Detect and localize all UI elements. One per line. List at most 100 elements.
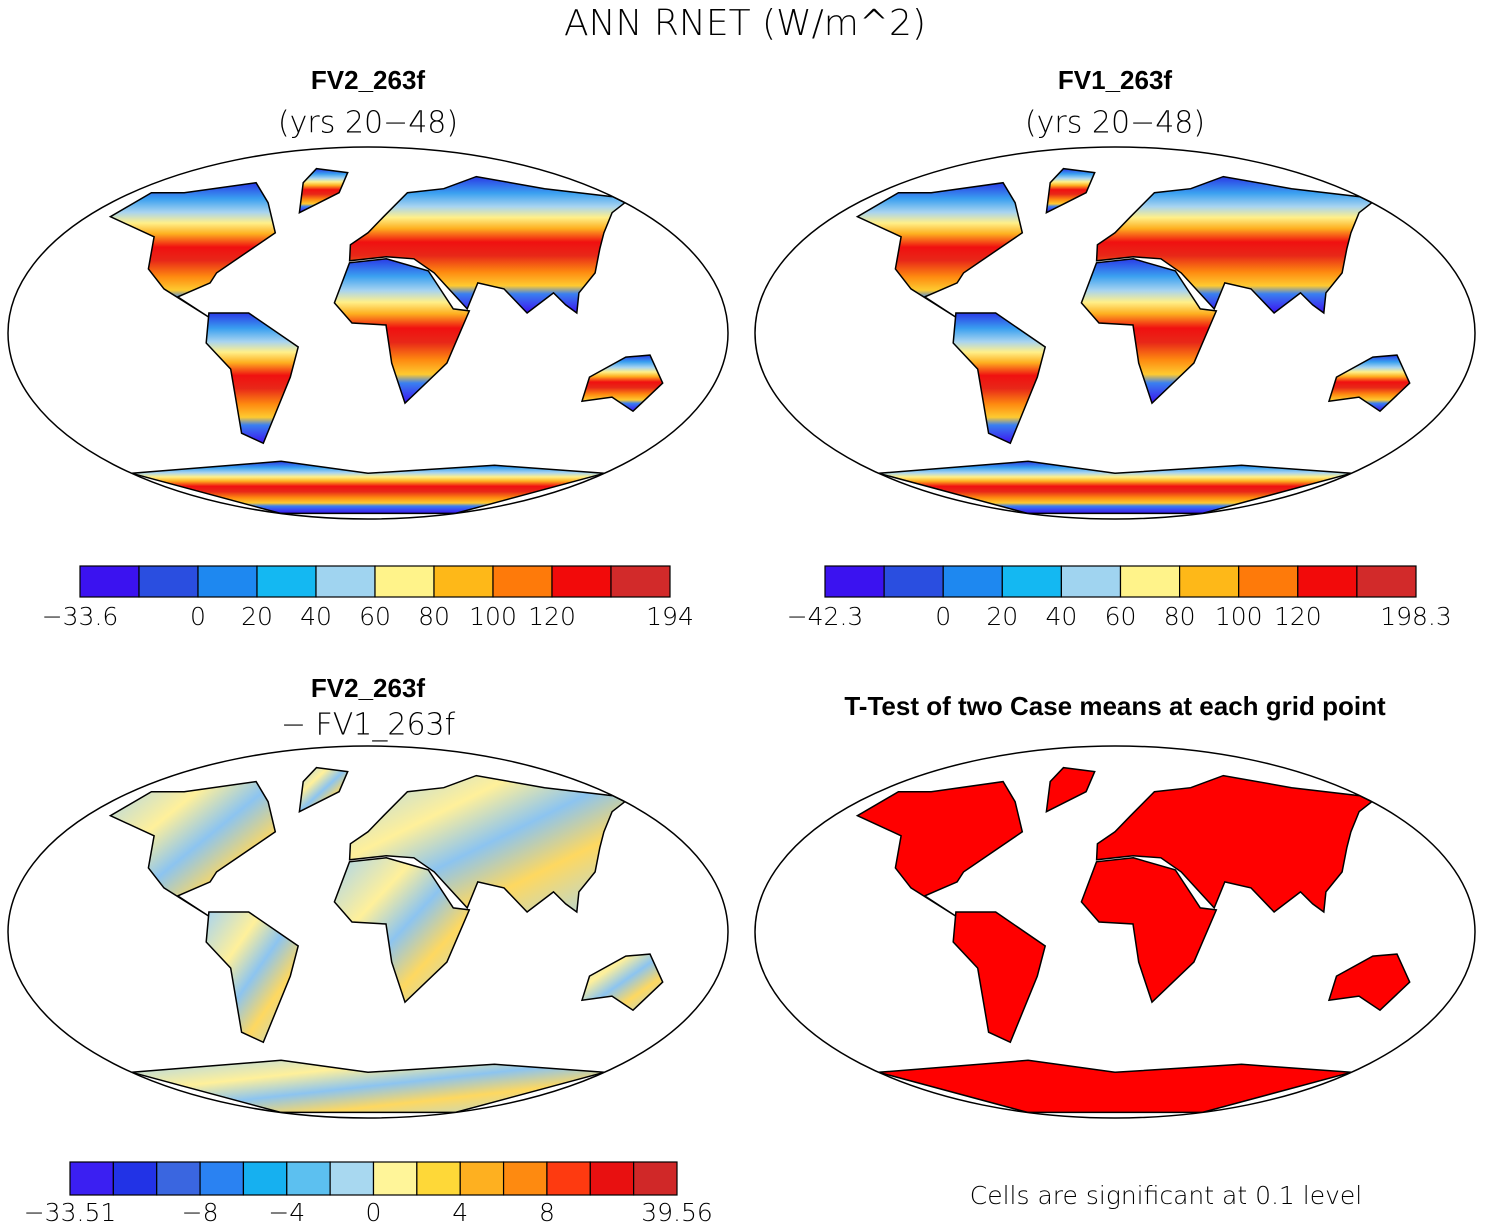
map-outline bbox=[7, 146, 729, 520]
colorbar-box bbox=[589, 1161, 635, 1196]
colorbar-box bbox=[242, 1161, 288, 1196]
land bbox=[1327, 354, 1411, 413]
land bbox=[205, 312, 300, 445]
land bbox=[952, 911, 1047, 1044]
figure-title: ANN RNET (W/m^2) bbox=[564, 3, 926, 44]
colorbar-box bbox=[197, 565, 258, 598]
colorbar-label: 100 bbox=[1215, 602, 1263, 631]
land bbox=[333, 258, 471, 405]
colorbar-label: 0 bbox=[190, 602, 206, 631]
colorbar-box bbox=[459, 1161, 505, 1196]
land bbox=[580, 953, 664, 1012]
colorbar-label: 20 bbox=[986, 602, 1018, 631]
land bbox=[348, 175, 627, 315]
land bbox=[878, 1059, 1352, 1114]
colorbar-label: 80 bbox=[418, 602, 450, 631]
land bbox=[1045, 167, 1096, 215]
panel-subtitle: − FV1_263f bbox=[281, 708, 456, 743]
colorbar-label: 20 bbox=[241, 602, 273, 631]
colorbar-box bbox=[492, 565, 553, 598]
land bbox=[878, 460, 1352, 515]
colorbar-box bbox=[1001, 565, 1062, 598]
land bbox=[108, 780, 277, 917]
colorbar-label: 120 bbox=[1274, 602, 1322, 631]
colorbar-box bbox=[502, 1161, 548, 1196]
land bbox=[108, 181, 277, 318]
colorbar-label: −33.51 bbox=[24, 1198, 117, 1227]
colorbar-box bbox=[1119, 565, 1181, 598]
map-outline bbox=[7, 745, 729, 1119]
land bbox=[855, 780, 1024, 917]
land bbox=[1095, 175, 1374, 315]
land bbox=[580, 354, 664, 413]
colorbar-box bbox=[112, 1161, 158, 1196]
land bbox=[298, 766, 349, 814]
colorbar-box bbox=[286, 1161, 331, 1196]
map bbox=[755, 147, 1475, 519]
map-outline bbox=[754, 146, 1476, 520]
colorbar-label: −33.6 bbox=[42, 602, 119, 631]
panel-subtitle: (yrs 20−48) bbox=[1025, 106, 1205, 141]
map bbox=[8, 147, 728, 519]
panel-subtitle: (yrs 20−48) bbox=[278, 106, 458, 141]
colorbar-box bbox=[156, 1161, 201, 1196]
colorbar-box bbox=[551, 565, 612, 598]
colorbar-label: 4 bbox=[452, 1198, 468, 1227]
colorbar-box bbox=[329, 1161, 375, 1196]
colorbar-label: 0 bbox=[366, 1198, 382, 1227]
colorbar-label: −8 bbox=[182, 1198, 219, 1227]
map bbox=[755, 746, 1475, 1118]
land bbox=[205, 911, 300, 1044]
colorbar-box bbox=[199, 1161, 245, 1196]
colorbar-label: 40 bbox=[300, 602, 332, 631]
panel-title: FV2_263f bbox=[311, 673, 426, 703]
colorbar-box bbox=[256, 565, 317, 598]
colorbar-box bbox=[883, 565, 944, 598]
colorbar-box bbox=[416, 1161, 461, 1196]
land bbox=[1095, 774, 1374, 914]
colorbar-label: 60 bbox=[1105, 602, 1137, 631]
land bbox=[1327, 953, 1411, 1012]
colorbar-box bbox=[433, 565, 494, 598]
colorbar-label: 40 bbox=[1045, 602, 1077, 631]
colorbar-box bbox=[1356, 565, 1417, 598]
colorbar-box bbox=[1238, 565, 1299, 598]
colorbar-box bbox=[69, 1161, 114, 1196]
colorbar-label: 8 bbox=[539, 1198, 555, 1227]
land bbox=[298, 167, 349, 215]
panel-title: FV2_263f bbox=[311, 65, 426, 95]
colorbar-box bbox=[1297, 565, 1358, 598]
colorbar-label: 60 bbox=[359, 602, 391, 631]
land bbox=[348, 774, 627, 914]
map bbox=[8, 746, 728, 1118]
colorbar-label: 120 bbox=[528, 602, 576, 631]
panel-note: Cells are significant at 0.1 level bbox=[970, 1181, 1362, 1210]
land bbox=[333, 857, 471, 1004]
colorbar-box bbox=[372, 1161, 418, 1196]
colorbar-box bbox=[1178, 565, 1240, 598]
panel-title: T-Test of two Case means at each grid po… bbox=[844, 691, 1386, 721]
colorbar-box bbox=[610, 565, 671, 598]
land bbox=[952, 312, 1047, 445]
colorbar-label: 100 bbox=[469, 602, 517, 631]
land bbox=[1045, 766, 1096, 814]
colorbar-box bbox=[546, 1161, 591, 1196]
colorbar-box bbox=[315, 565, 376, 598]
colorbar-box bbox=[79, 565, 140, 598]
colorbar-box bbox=[942, 565, 1003, 598]
map-outline bbox=[754, 745, 1476, 1119]
colorbar-box bbox=[138, 565, 199, 598]
colorbar-box bbox=[1060, 565, 1122, 598]
colorbar-box bbox=[633, 1161, 678, 1196]
colorbar-label: 80 bbox=[1164, 602, 1196, 631]
land bbox=[131, 460, 605, 515]
colorbar-label: −4 bbox=[268, 1198, 305, 1227]
colorbar-box bbox=[374, 565, 435, 598]
land bbox=[131, 1059, 605, 1114]
colorbar-label: 0 bbox=[935, 602, 951, 631]
colorbar-label: 194 bbox=[646, 602, 694, 631]
colorbar-label: 39.56 bbox=[641, 1198, 713, 1227]
land bbox=[1080, 258, 1218, 405]
land bbox=[1080, 857, 1218, 1004]
